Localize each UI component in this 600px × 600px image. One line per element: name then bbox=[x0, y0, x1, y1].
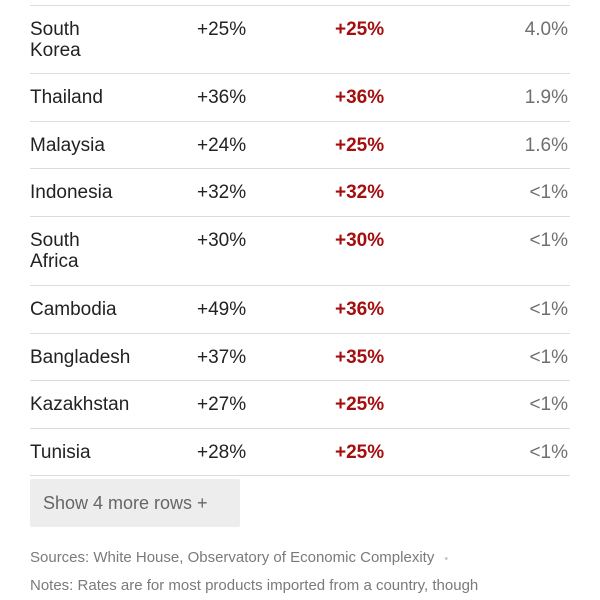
share-cell: 1.6% bbox=[524, 135, 568, 156]
table-row: South Africa +30% +30% <1% bbox=[30, 217, 570, 286]
share-cell: 1.9% bbox=[524, 87, 568, 108]
rate-cell: +25% bbox=[197, 19, 247, 40]
country-cell: South Korea bbox=[30, 19, 81, 61]
country-cell: Malaysia bbox=[30, 135, 105, 156]
country-cell: South Africa bbox=[30, 230, 80, 272]
share-cell: <1% bbox=[529, 442, 568, 463]
rate-cell: +36% bbox=[197, 87, 247, 108]
rate-cell: +30% bbox=[197, 230, 247, 251]
new-rate-cell: +36% bbox=[335, 87, 385, 108]
share-cell: <1% bbox=[529, 299, 568, 320]
new-rate-cell: +35% bbox=[335, 347, 385, 368]
new-rate-cell: +25% bbox=[335, 394, 385, 415]
table-row: Cambodia +49% +36% <1% bbox=[30, 286, 570, 334]
rate-cell: +37% bbox=[197, 347, 247, 368]
new-rate-cell: +30% bbox=[335, 230, 385, 251]
new-rate-cell: +25% bbox=[335, 19, 385, 40]
country-cell: Kazakhstan bbox=[30, 394, 130, 415]
share-cell: <1% bbox=[529, 347, 568, 368]
sources-note: Sources: White House, Observatory of Eco… bbox=[30, 549, 448, 566]
country-cell: Thailand bbox=[30, 87, 103, 108]
rate-cell: +27% bbox=[197, 394, 247, 415]
table-row: Indonesia +32% +32% <1% bbox=[30, 169, 570, 217]
rate-cell: +24% bbox=[197, 135, 247, 156]
rate-cell: +32% bbox=[197, 182, 247, 203]
new-rate-cell: +32% bbox=[335, 182, 385, 203]
country-cell: Cambodia bbox=[30, 299, 117, 320]
country-cell: Indonesia bbox=[30, 182, 113, 203]
table-row: Thailand +36% +36% 1.9% bbox=[30, 74, 570, 122]
top-divider bbox=[30, 5, 570, 6]
share-cell: <1% bbox=[529, 182, 568, 203]
country-cell: Bangladesh bbox=[30, 347, 131, 368]
table-row: Tunisia +28% +25% <1% bbox=[30, 429, 570, 476]
rate-cell: +49% bbox=[197, 299, 247, 320]
notes-text: Notes: Rates are for most products impor… bbox=[30, 577, 479, 594]
share-cell: 4.0% bbox=[524, 19, 568, 40]
table-row: Bangladesh +37% +35% <1% bbox=[30, 334, 570, 381]
share-cell: <1% bbox=[529, 230, 568, 251]
new-rate-cell: +25% bbox=[335, 442, 385, 463]
table-row: South Korea +25% +25% 4.0% bbox=[30, 6, 570, 74]
sources-text: Sources: White House, Observatory of Eco… bbox=[30, 549, 435, 566]
tariff-table: South Korea +25% +25% 4.0% Thailand +36%… bbox=[30, 6, 570, 476]
rate-cell: +28% bbox=[197, 442, 247, 463]
table-row: Malaysia +24% +25% 1.6% bbox=[30, 122, 570, 169]
country-cell: Tunisia bbox=[30, 442, 91, 463]
table-row: Kazakhstan +27% +25% <1% bbox=[30, 381, 570, 429]
show-more-rows-button[interactable]: Show 4 more rows + bbox=[30, 479, 240, 527]
share-cell: <1% bbox=[529, 394, 568, 415]
new-rate-cell: +36% bbox=[335, 299, 385, 320]
separator-dot: • bbox=[444, 553, 449, 565]
new-rate-cell: +25% bbox=[335, 135, 385, 156]
